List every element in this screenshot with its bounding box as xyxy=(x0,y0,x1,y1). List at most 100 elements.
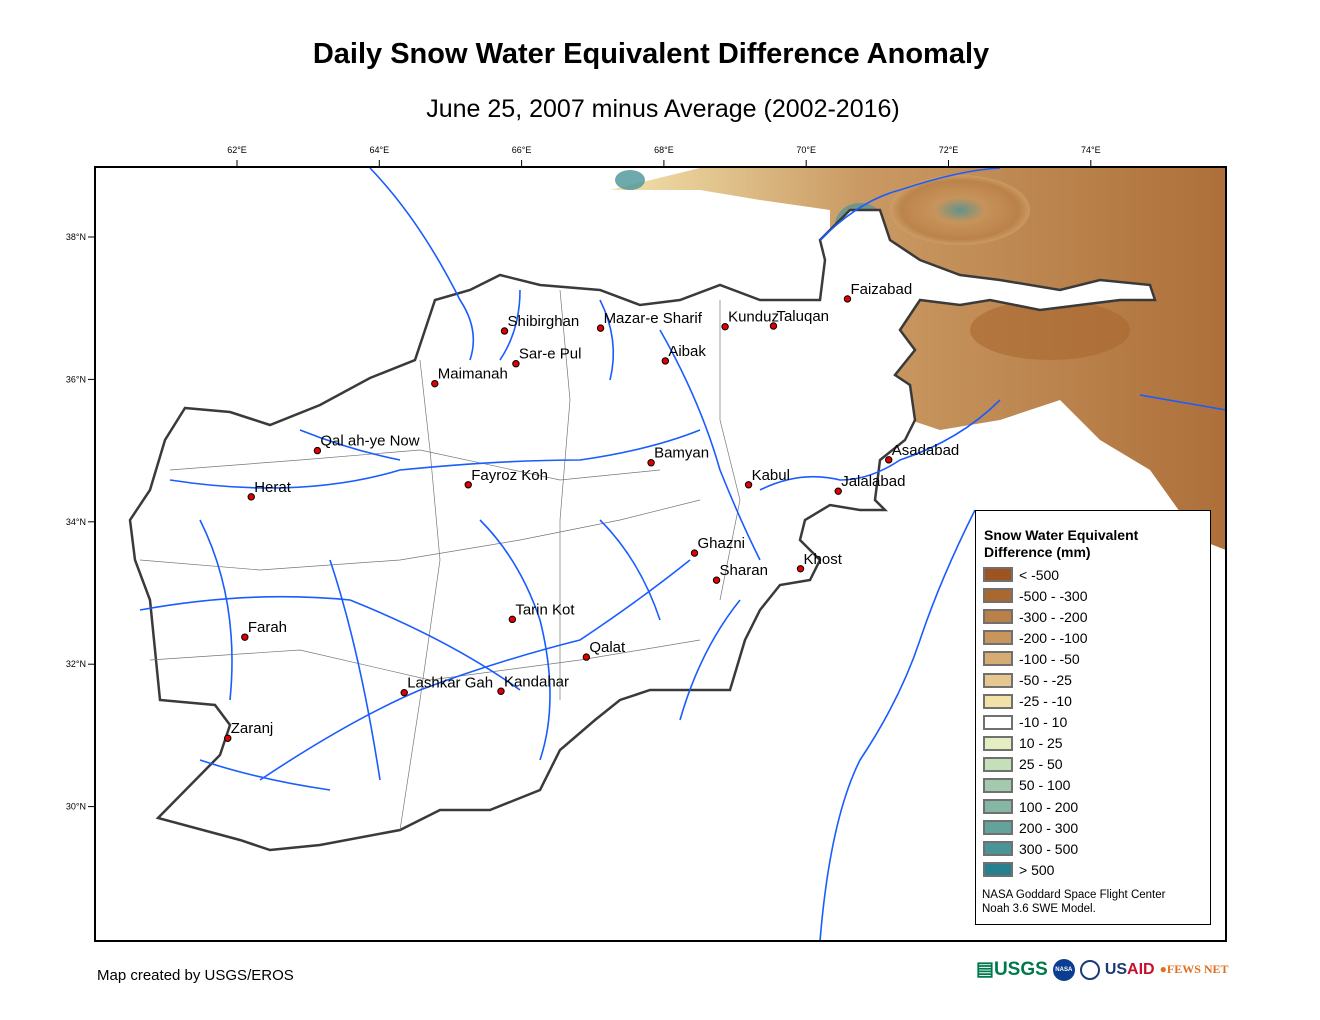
legend-swatch xyxy=(983,714,1013,730)
city: Jalalabad xyxy=(834,473,905,495)
map-credit: Map created by USGS/EROS xyxy=(97,967,294,984)
legend-swatch xyxy=(983,630,1013,646)
city: Khost xyxy=(796,551,843,573)
legend-swatch xyxy=(983,735,1013,751)
city-label: Tarin Kot xyxy=(515,601,575,618)
usgs-logo: ▤USGS xyxy=(976,959,1048,980)
credit-line1: NASA Goddard Space Flight Center xyxy=(982,889,1166,901)
lon-tick-label: 66°E xyxy=(512,145,532,155)
logo-strip: ▤USGS NASA USAID ●FEWS NET xyxy=(976,958,1229,981)
legend-item: 10 - 25 xyxy=(983,733,1087,754)
legend-label: -10 - 10 xyxy=(1019,714,1068,731)
data-credit: NASA Goddard Space Flight Center Noah 3.… xyxy=(982,888,1165,916)
city: Lashkar Gah xyxy=(400,675,493,697)
lon-tick-label: 70°E xyxy=(796,145,816,155)
city-marker xyxy=(834,487,842,495)
city-marker xyxy=(843,295,852,303)
rivers xyxy=(139,167,1227,942)
city-label: Farah xyxy=(248,619,287,636)
legend-label: 25 - 50 xyxy=(1019,756,1063,773)
city: Mazar-e Sharif xyxy=(596,310,703,332)
city-label: Ghazni xyxy=(697,535,745,552)
legend-label: > 500 xyxy=(1019,861,1055,878)
city-marker xyxy=(500,327,509,335)
city: Kandahar xyxy=(497,673,569,695)
graticule-ticks: 62°E 64°E 66°E 68°E 70°E 72°E 74°E 38°N 36°N 34°N… xyxy=(66,145,1101,812)
city: Taluqan xyxy=(769,308,829,330)
city-label: Fayroz Koh xyxy=(471,467,548,484)
city-marker xyxy=(661,357,670,365)
city-marker xyxy=(647,459,655,467)
city-marker xyxy=(313,446,322,455)
city-label: Asadabad xyxy=(892,442,960,459)
city-marker xyxy=(400,688,408,697)
city: Qalat xyxy=(582,639,626,661)
city-marker xyxy=(224,734,232,742)
legend-label: -25 - -10 xyxy=(1019,693,1072,710)
city-label: Kunduz xyxy=(728,309,779,326)
city: Maimanah xyxy=(431,366,508,388)
legend-item: -200 - -100 xyxy=(983,627,1087,648)
legend-label: 50 - 100 xyxy=(1019,777,1071,794)
legend-swatch xyxy=(983,841,1013,857)
city: Shibirghan xyxy=(500,313,580,335)
legend-item: -25 - -10 xyxy=(983,691,1087,712)
city-marker xyxy=(690,549,699,557)
city-label: Kabul xyxy=(752,467,790,484)
city-label: Sharan xyxy=(720,562,768,579)
city-marker xyxy=(431,379,439,388)
city-label: Qal ah-ye Now xyxy=(320,433,419,450)
legend: Snow Water Equivalent Difference (mm) < … xyxy=(975,510,1211,925)
map-subtitle: June 25, 2007 minus Average (2002-2016) xyxy=(426,95,900,123)
city-label: Kandahar xyxy=(504,673,569,690)
city-label: Shibirghan xyxy=(508,313,580,330)
lat-tick-label: 38°N xyxy=(66,232,86,242)
legend-title-line2: Difference (mm) xyxy=(984,544,1091,560)
usaid-logo: USAID xyxy=(1104,960,1155,978)
legend-item: 100 - 200 xyxy=(983,796,1087,817)
legend-swatch xyxy=(983,756,1013,772)
afghanistan-border xyxy=(128,208,1157,852)
legend-title: Snow Water Equivalent Difference (mm) xyxy=(984,527,1138,561)
legend-item: < -500 xyxy=(983,564,1087,585)
city-label: Faizabad xyxy=(850,281,912,298)
legend-item: 300 - 500 xyxy=(983,838,1087,859)
city-label: Zaranj xyxy=(231,720,274,737)
city: Herat xyxy=(247,479,292,501)
city-marker xyxy=(712,576,721,584)
city: Faizabad xyxy=(843,281,912,303)
legend-swatch xyxy=(983,799,1013,815)
city-label: Taluqan xyxy=(776,308,829,325)
city: Tarin Kot xyxy=(508,601,575,624)
city: Kunduz xyxy=(721,309,779,331)
city-label: Khost xyxy=(804,551,843,568)
legend-item: 25 - 50 xyxy=(983,754,1087,775)
city: Aibak xyxy=(661,343,706,365)
city: Qal ah-ye Now xyxy=(313,433,420,455)
legend-label: 10 - 25 xyxy=(1019,735,1063,752)
city-label: Sar-e Pul xyxy=(519,346,582,363)
legend-label: -300 - -200 xyxy=(1019,608,1088,625)
legend-items: < -500 -500 - -300 -300 - -200 -200 - -100 -… xyxy=(983,564,1087,880)
legend-item: > 500 xyxy=(983,859,1087,880)
lon-tick-label: 74°E xyxy=(1081,145,1101,155)
city-label: Maimanah xyxy=(438,366,508,383)
city: Asadabad xyxy=(885,442,960,464)
city-marker xyxy=(241,633,249,641)
city-label: Aibak xyxy=(668,343,706,360)
usaid-seal-icon xyxy=(1079,959,1100,980)
legend-item: -500 - -300 xyxy=(983,585,1087,606)
lat-tick-label: 36°N xyxy=(66,374,86,384)
lon-tick-label: 72°E xyxy=(939,145,959,155)
legend-swatch xyxy=(983,777,1013,793)
legend-swatch xyxy=(983,567,1013,583)
map-frame xyxy=(94,166,1227,942)
map-title: Daily Snow Water Equivalent Difference A… xyxy=(312,38,990,70)
city: Sar-e Pul xyxy=(512,346,582,368)
city-marker xyxy=(769,322,778,330)
city: Sharan xyxy=(712,562,768,584)
city-marker xyxy=(247,493,255,501)
city: Bamyan xyxy=(647,445,709,467)
city-marker xyxy=(596,324,605,332)
